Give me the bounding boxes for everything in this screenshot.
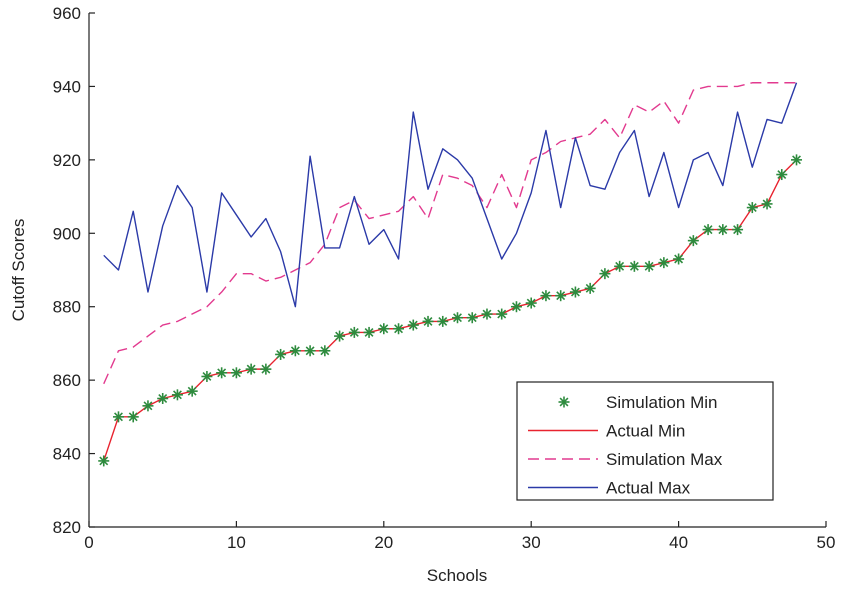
y-tick-label-920: 920 [53,151,81,170]
simulation-min-point-9 [216,367,228,379]
legend-label-simulation-max: Simulation Max [606,450,723,469]
axes [88,13,826,528]
series-group [98,82,803,467]
simulation-min-point-17 [334,330,346,342]
series-simulation-max [103,82,797,385]
simulation-min-point-27 [481,308,493,320]
simulation-min-point-4 [142,400,154,412]
simulation-min-point-47 [776,169,788,181]
simulation-min-point-26 [466,312,478,324]
legend-label-simulation-min: Simulation Min [606,393,718,412]
simulation-min-point-43 [717,224,729,236]
simulation-min-point-36 [614,260,626,272]
y-tick-label-840: 840 [53,445,81,464]
simulation-min-point-19 [363,326,375,338]
simulation-min-point-21 [393,323,405,335]
y-axis-title: Cutoff Scores [9,219,28,322]
y-tick-label-900: 900 [53,224,81,243]
simulation-min-point-22 [407,319,419,331]
series-actual-max [103,82,798,308]
simulation-min-point-45 [746,202,758,214]
x-tick-label-40: 40 [669,533,688,552]
simulation-min-point-38 [643,260,655,272]
simulation-min-point-30 [525,297,537,309]
y-tick-label-880: 880 [53,298,81,317]
simulation-min-point-12 [260,363,272,375]
x-tick-label-0: 0 [84,533,93,552]
simulation-min-point-3 [127,411,139,423]
simulation-min-point-40 [673,253,685,265]
simulation-min-point-24 [437,315,449,327]
simulation-min-point-15 [304,345,316,357]
simulation-min-point-35 [599,268,611,280]
legend-label-actual-max: Actual Max [606,479,691,498]
y-tick-label-960: 960 [53,4,81,23]
simulation-min-point-32 [555,290,567,302]
y-ticks: 820 840 860 880 900 920 940 960 [53,4,95,537]
x-tick-label-20: 20 [374,533,393,552]
legend: Simulation Min Actual Min Simulation Max Ac… [516,381,774,501]
x-tick-label-10: 10 [227,533,246,552]
simulation-min-point-2 [112,411,124,423]
simulation-min-point-41 [687,235,699,247]
legend-label-actual-min: Actual Min [606,422,685,441]
simulation-min-point-46 [761,198,773,210]
series-simulation-min [98,154,803,467]
simulation-min-point-13 [275,348,287,360]
legend-swatch-simulation-min [558,396,570,408]
simulation-min-point-7 [186,385,198,397]
simulation-min-point-39 [658,257,670,269]
simulation-min-point-8 [201,370,213,382]
simulation-min-point-6 [171,389,183,401]
simulation-min-point-18 [348,326,360,338]
simulation-min-point-11 [245,363,257,375]
simulation-min-point-29 [510,301,522,313]
simulation-min-point-48 [791,154,803,166]
simulation-min-point-33 [569,286,581,298]
simulation-min-point-44 [732,224,744,236]
x-ticks: 0 10 20 30 40 50 [84,521,835,552]
x-tick-label-30: 30 [522,533,541,552]
simulation-min-point-25 [452,312,463,324]
simulation-min-point-10 [230,367,242,379]
simulation-min-point-14 [289,345,301,357]
simulation-min-point-16 [319,345,331,357]
simulation-min-point-28 [496,308,508,320]
simulation-min-point-34 [584,282,596,294]
simulation-min-point-20 [378,323,390,335]
simulation-min-point-23 [422,315,434,327]
legend-marker-simulation-min [558,396,570,408]
y-tick-label-940: 940 [53,77,81,96]
y-tick-label-860: 860 [53,371,81,390]
simulation-min-point-31 [540,290,552,302]
y-tick-label-820: 820 [53,518,81,537]
simulation-min-point-37 [628,260,640,272]
x-tick-label-50: 50 [817,533,836,552]
x-axis-title: Schools [427,566,487,585]
simulation-min-point-5 [157,393,169,404]
simulation-min-point-42 [702,224,714,236]
simulation-min-point-1 [98,455,110,467]
